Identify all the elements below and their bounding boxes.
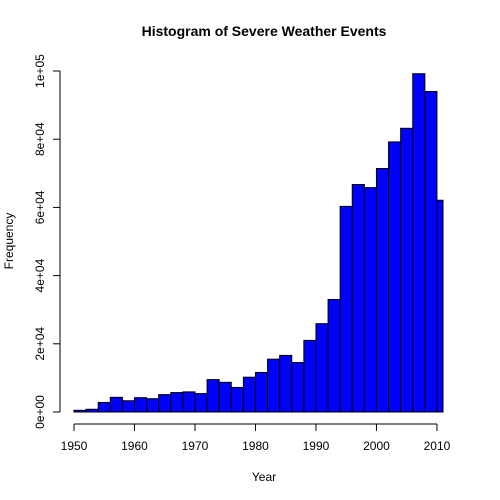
x-tick-label: 1960: [121, 439, 148, 453]
histogram-bar: [206, 379, 220, 413]
y-tick-label: 0e+00: [33, 395, 47, 429]
histogram-bar: [170, 392, 184, 413]
x-tick-label: 1990: [303, 439, 330, 453]
histogram-bar: [436, 199, 444, 413]
histogram-bar: [339, 205, 353, 413]
histogram-bar: [73, 409, 87, 413]
histogram-bar: [254, 371, 269, 413]
y-axis-ticks: 0e+00 2e+04 4e+04 6e+04 8e+04 1e+05: [33, 54, 60, 429]
histogram-bar: [194, 393, 208, 413]
histogram-bar: [375, 168, 390, 413]
histogram-bar: [230, 386, 244, 413]
y-tick-label: 4e+04: [33, 258, 47, 292]
histogram-bar: [242, 376, 256, 413]
histogram-bar: [424, 90, 438, 413]
histogram-bar: [327, 298, 341, 413]
x-axis-ticks: 1950 1960 1970 1980 1990 2000 2010: [61, 424, 451, 453]
x-tick-label: 2000: [363, 439, 390, 453]
x-tick-label: 1970: [182, 439, 209, 453]
histogram-bar: [121, 400, 135, 413]
histogram-bar: [158, 394, 172, 413]
histogram-bar: [133, 397, 148, 413]
histogram-bar: [412, 73, 426, 413]
histogram-bar: [363, 187, 377, 413]
histogram-bar: [218, 381, 232, 413]
histogram-bar: [97, 401, 111, 413]
x-tick-label: 1950: [61, 439, 88, 453]
histogram-bar: [388, 141, 402, 413]
histogram-bar: [267, 358, 281, 413]
bars-group: [73, 73, 444, 413]
y-tick-label: 6e+04: [33, 190, 47, 224]
histogram-bar: [109, 396, 123, 413]
histogram-bar: [279, 354, 293, 413]
x-tick-label: 2010: [424, 439, 451, 453]
histogram-bar: [182, 391, 196, 413]
y-axis-label: Frequency: [2, 213, 16, 270]
x-tick-label: 1980: [242, 439, 269, 453]
histogram-bar: [146, 398, 160, 413]
histogram-bar: [303, 339, 317, 413]
histogram-bar: [400, 127, 414, 413]
histogram-bar: [351, 184, 365, 413]
histogram-bar: [315, 323, 329, 413]
y-tick-label: 1e+05: [33, 54, 47, 88]
histogram-bar: [291, 362, 305, 413]
x-axis-label: Year: [252, 470, 276, 484]
y-tick-label: 8e+04: [33, 122, 47, 156]
chart-title: Histogram of Severe Weather Events: [142, 23, 387, 39]
y-tick-label: 2e+04: [33, 327, 47, 361]
histogram-bar: [85, 408, 99, 413]
